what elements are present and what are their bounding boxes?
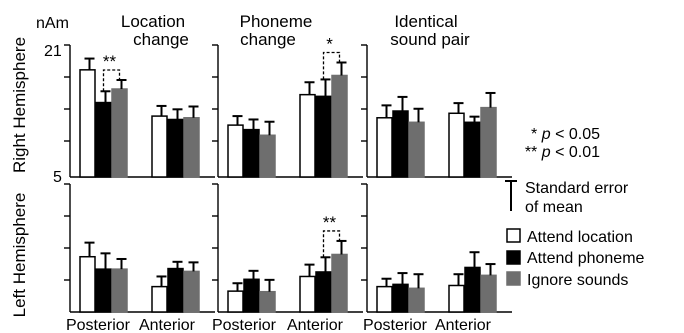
x-label-posterior-2: Posterior [212,317,277,333]
significance-bracket-line [322,230,341,258]
significance-bracket-2: * [322,35,341,80]
unit-label: nAm [36,15,69,32]
bar-attend-location-posterior [376,285,393,313]
bar-attend-location-anterior [151,115,168,178]
bar-ignore-sounds-posterior [259,134,276,178]
x-label-anterior-1: Anterior [139,317,196,333]
bar-attend-phoneme-anterior [315,271,332,313]
legend-swatch-attend-location [506,228,521,243]
row-label-right-hemisphere: Right Hemisphere [10,37,29,173]
standard-error-legend: Standard error of mean [505,180,629,216]
bar-attend-location-posterior [227,290,244,313]
bar-attend-location-posterior [227,124,244,178]
x-label-anterior-3: Anterior [435,317,492,333]
significance-label: ** [103,52,117,71]
bar-ignore-sounds-anterior [331,74,348,178]
bar-ignore-sounds-posterior [111,268,128,313]
bar-ignore-sounds-anterior [331,253,348,313]
bar-ignore-sounds-posterior [111,88,128,178]
column-title-phoneme-line1: Phoneme [240,12,313,31]
x-label-posterior-3: Posterior [363,317,428,333]
bar-ignore-sounds-anterior [183,117,200,178]
row-label-left-hemisphere: Left Hemisphere [10,193,29,318]
note-p01: ** p < 0.01 [525,144,600,161]
bar-attend-location-posterior [376,117,393,178]
x-label-anterior-2: Anterior [287,317,344,333]
significance-bracket-line [322,51,341,80]
y-tick-label-bottom: 5 [53,169,62,186]
bar-attend-phoneme-anterior [315,95,332,178]
bar-attend-phoneme-posterior [243,128,260,178]
legend-label-attend-location: Attend location [527,229,633,246]
bar-ignore-sounds-anterior [480,274,497,313]
bar-attend-phoneme-anterior [167,118,184,178]
bar-ignore-sounds-anterior [480,106,497,178]
bar-attend-phoneme-posterior [95,101,112,178]
column-title-phoneme-line2: change [240,30,296,49]
panel-left-col1 [64,183,215,313]
bar-attend-phoneme-anterior [464,121,481,178]
bar-attend-phoneme-posterior [392,283,409,313]
column-title-identical-line1: Identical [394,12,457,31]
panel-right-col1 [64,44,215,178]
significance-label: * [326,35,333,54]
bar-attend-phoneme-posterior [243,278,260,313]
legend-label-attend-phoneme: Attend phoneme [527,250,645,267]
column-title-location-line1: Location [121,12,185,31]
bar-ignore-sounds-posterior [408,121,425,178]
x-label-posterior-1: Posterior [66,317,131,333]
panel-grid: ***** [64,35,512,313]
bar-attend-phoneme-anterior [464,266,481,313]
bar-attend-location-posterior [79,69,96,178]
panel-right-col2 [212,44,363,178]
legend-swatch-ignore-sounds [506,271,521,286]
bar-attend-phoneme-anterior [167,267,184,313]
panel-right-col3 [361,44,512,178]
bar-ignore-sounds-posterior [408,287,425,313]
note-p05: * p < 0.05 [531,126,600,143]
legend-swatch-attend-phoneme [506,250,521,265]
significance-bracket-line [102,69,121,92]
y-tick-label-top: 21 [44,43,62,60]
panel-left-col3 [361,183,512,313]
bar-attend-phoneme-posterior [392,110,409,178]
standard-error-text-line2: of mean [525,199,583,216]
series-legend: Attend location Attend phoneme Ignore so… [506,228,645,289]
column-title-identical-line2: sound pair [390,30,470,49]
bar-ignore-sounds-posterior [259,290,276,313]
bar-attend-location-posterior [79,255,96,313]
bar-attend-location-anterior [299,275,316,313]
bar-attend-location-anterior [299,93,316,178]
significance-bracket-3: ** [322,213,341,258]
bar-ignore-sounds-anterior [183,270,200,313]
legend-label-ignore-sounds: Ignore sounds [527,272,628,289]
bar-attend-location-anterior [448,112,465,178]
bar-attend-phoneme-posterior [95,268,112,313]
panel-left-col2 [212,183,363,313]
significance-bracket-1: ** [102,52,121,92]
standard-error-text-line1: Standard error [525,180,629,197]
significance-label: ** [323,213,337,232]
column-title-location-line2: change [133,30,189,49]
bar-attend-location-anterior [151,285,168,313]
bar-attend-location-anterior [448,284,465,313]
